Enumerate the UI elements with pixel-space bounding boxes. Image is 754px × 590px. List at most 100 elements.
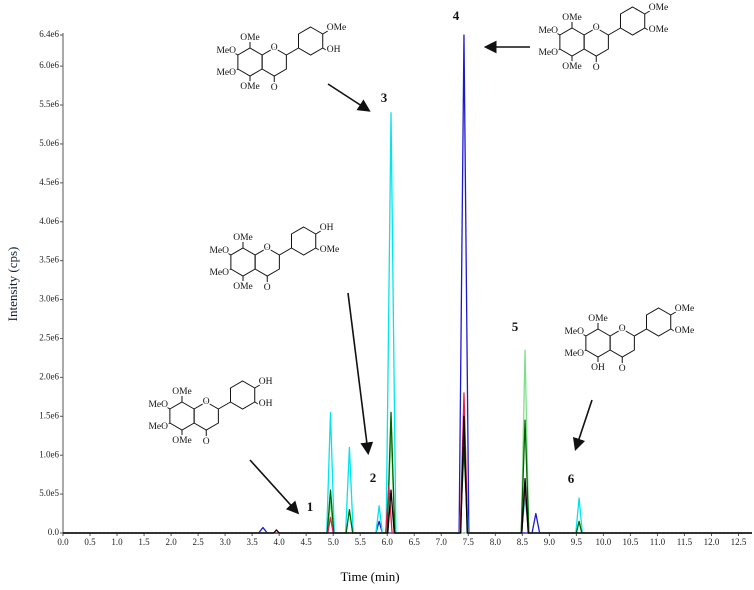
bond (279, 247, 292, 256)
x-tick-label: 2.0 (165, 537, 177, 547)
bond (286, 47, 299, 56)
structure-label: O (264, 283, 271, 293)
bond (225, 251, 232, 256)
structure-label: OMe (588, 314, 608, 324)
ring (619, 6, 646, 36)
bond (315, 230, 322, 235)
x-tick-label: 11.0 (650, 537, 666, 547)
x-tick-label: 9.0 (544, 537, 556, 547)
bond (670, 311, 677, 316)
structure-label: OMe (172, 436, 192, 446)
bond (225, 268, 232, 273)
structure-label: MeO (148, 422, 168, 432)
x-tick-label: 0.0 (57, 537, 69, 547)
x-tick-label: 8.0 (490, 537, 502, 547)
bond (164, 422, 171, 427)
x-tick-label: 6.0 (382, 537, 394, 547)
structure-label: OH (320, 223, 334, 233)
ring (290, 226, 317, 256)
structure-label: O (203, 437, 210, 447)
structure-label: MeO (216, 68, 236, 78)
y-tick-label: 6.4e6 (39, 29, 59, 39)
y-tick-label: 1.0e6 (39, 449, 59, 459)
bond (254, 384, 261, 389)
ring (237, 47, 263, 77)
structure-label: OMe (675, 326, 695, 336)
structure-label: MeO (538, 26, 558, 36)
x-tick-label: 8.5 (517, 537, 529, 547)
arrow (249, 459, 300, 515)
peak-label: 2 (370, 470, 377, 485)
y-tick-label: 3.0e6 (39, 294, 59, 304)
ring (585, 328, 611, 358)
bond (322, 30, 329, 35)
structure-label: OH (591, 363, 605, 373)
structure-label: OH (327, 45, 341, 55)
x-tick-label: 5.0 (328, 537, 340, 547)
structure-label: O (203, 397, 210, 407)
structure-label: MeO (538, 48, 558, 58)
structure-label: OMe (649, 3, 669, 13)
structure-label: OMe (233, 233, 253, 243)
y-tick-label: 1.5e6 (39, 410, 59, 420)
x-tick-label: 10.5 (623, 537, 639, 547)
bond (232, 51, 239, 56)
trace (63, 34, 752, 534)
y-axis-label: Intensity (cps) (5, 247, 20, 322)
structure-label: MeO (564, 327, 584, 337)
structure-label: OMe (562, 13, 582, 23)
structure-label: OH (259, 399, 273, 409)
structure-label: OMe (327, 23, 347, 33)
bond (554, 31, 561, 36)
y-tick-label: 6.0e6 (39, 60, 59, 70)
structure-label: O (264, 243, 271, 253)
structure-label: OMe (240, 82, 260, 92)
structure: OMe MeO MeO OMe O O OMe OMe (537, 2, 670, 75)
structure-label: O (593, 63, 600, 73)
bond (670, 328, 677, 333)
trace (63, 349, 752, 534)
ring (645, 307, 672, 337)
y-tick-label: 3.5e6 (39, 255, 59, 265)
y-tick-label: 5.0e6 (39, 138, 59, 148)
structure-label: OMe (562, 62, 582, 72)
trace (63, 112, 752, 534)
ring (229, 380, 256, 410)
y-tick-label: 2.0e6 (39, 371, 59, 381)
structure: OMe MeO MeO OMe O O OH OMe (208, 222, 341, 295)
structure-label: OH (259, 377, 273, 387)
x-tick-label: 6.5 (409, 537, 421, 547)
y-tick-label: 0.0 (48, 527, 60, 537)
structure-label: O (271, 83, 278, 93)
y-tick-label: 4.0e6 (39, 216, 59, 226)
ring (169, 401, 195, 431)
x-tick-label: 1.0 (111, 537, 123, 547)
x-tick-label: 7.5 (463, 537, 475, 547)
x-tick-label: 1.5 (138, 537, 150, 547)
structure: OMe MeO MeO OH O O OMe OMe (563, 303, 696, 376)
x-tick-label: 12.0 (704, 537, 720, 547)
peak-label: 6 (568, 471, 575, 486)
peak-label: 3 (381, 90, 388, 105)
bond (554, 48, 561, 53)
bond (232, 68, 239, 73)
x-tick-label: 7.0 (436, 537, 448, 547)
structure-label: OMe (649, 25, 669, 35)
arrow (572, 399, 593, 452)
bond (644, 27, 651, 32)
structure-label: OMe (240, 33, 260, 43)
peak-label: 1 (307, 499, 314, 514)
arrows (249, 40, 593, 515)
x-axis-label: Time (min) (340, 569, 399, 584)
ring (297, 26, 324, 56)
structure-label: O (619, 324, 626, 334)
x-tick-label: 5.5 (355, 537, 367, 547)
structure-label: O (593, 23, 600, 33)
bond (644, 10, 651, 15)
x-tick-label: 9.5 (571, 537, 583, 547)
structure-label: OMe (172, 387, 192, 397)
bond (608, 27, 621, 36)
y-tick-label: 5.0e5 (39, 488, 59, 498)
x-tick-label: 3.0 (219, 537, 231, 547)
